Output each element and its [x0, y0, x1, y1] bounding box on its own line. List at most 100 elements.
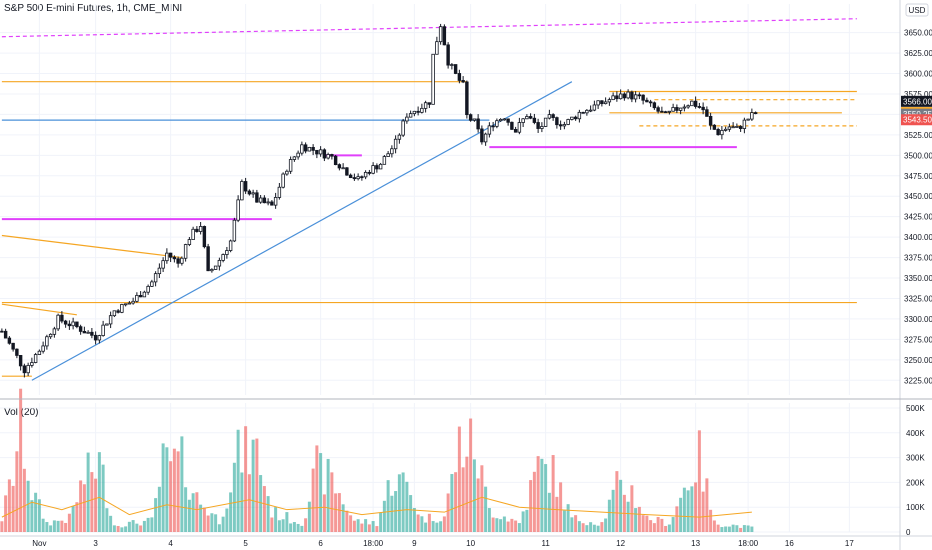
candle-up: [397, 134, 402, 140]
candle-up: [517, 122, 522, 133]
candle-down: [247, 190, 252, 195]
volume-bar: [7, 479, 11, 532]
volume-bar: [431, 521, 435, 532]
volume-bar: [596, 525, 600, 532]
candle-down: [345, 167, 349, 176]
volume-bar: [142, 520, 146, 532]
candle-down: [22, 365, 27, 374]
volume-bar: [187, 499, 191, 532]
candle-up: [525, 116, 529, 120]
volume-bar: [307, 501, 311, 532]
time-tick-label: 12: [616, 539, 625, 548]
price-tick-label: 3625.00: [904, 49, 932, 58]
candle-down: [453, 64, 458, 74]
candle-up: [153, 273, 158, 283]
volume-bar: [214, 514, 218, 532]
candle-up: [618, 93, 623, 100]
volume-bar: [109, 515, 113, 532]
price-tick-label: 3425.00: [904, 213, 932, 222]
volume-bar: [435, 522, 439, 532]
candle-down: [330, 154, 334, 157]
price-tick-label: 3600.00: [904, 70, 932, 79]
volume-bar: [375, 526, 379, 532]
candle-down: [18, 355, 23, 367]
candle-up: [412, 110, 417, 115]
candle-up: [423, 102, 428, 109]
candle-up: [142, 291, 147, 298]
volume-bar: [289, 523, 293, 532]
candle-up: [187, 239, 192, 245]
volume-bar: [585, 525, 589, 532]
volume-bar: [495, 518, 499, 532]
volume-bar: [592, 524, 596, 532]
drawing-orange-line: [1, 303, 77, 316]
volume-bar: [367, 524, 371, 532]
volume-bar: [536, 456, 540, 532]
volume-bar: [461, 467, 465, 532]
candle-down: [202, 226, 207, 248]
volume-bar: [371, 521, 375, 532]
candle-up: [678, 107, 683, 111]
volume-bar: [555, 496, 559, 532]
candle-down: [262, 197, 267, 204]
candle-down: [461, 80, 465, 83]
volume-bar: [221, 516, 225, 532]
volume-bar: [570, 517, 574, 532]
candle-up: [277, 186, 282, 198]
candle-down: [195, 228, 199, 232]
price-tick-label: 3325.00: [904, 294, 932, 303]
volume-bar: [469, 418, 473, 532]
price-badge-label: 3566.00: [903, 97, 932, 106]
candle-up: [45, 336, 49, 347]
volume-bar: [45, 522, 49, 532]
time-tick-label: 6: [318, 539, 323, 548]
candle-down: [663, 111, 668, 114]
volume-bar: [442, 516, 446, 532]
price-tick-label: 3225.00: [904, 376, 932, 385]
volume-bar: [139, 525, 143, 532]
price-badge-label: 3543.50: [903, 116, 932, 125]
volume-bar: [34, 492, 38, 532]
volume-bar: [161, 443, 165, 532]
candle-up: [420, 107, 424, 113]
candle-up: [483, 133, 488, 143]
volume-bar: [532, 471, 536, 532]
candle-up: [157, 267, 162, 275]
candle-down: [555, 117, 559, 126]
candle-up: [41, 345, 45, 352]
volume-bar: [67, 513, 71, 532]
candle-up: [300, 144, 304, 154]
candle-down: [15, 348, 19, 356]
candle-down: [243, 181, 248, 192]
volume-bar: [105, 508, 109, 532]
drawing-magenta-line: [1, 18, 857, 38]
price-badge: [901, 114, 932, 126]
candle-up: [341, 167, 345, 170]
volume-bar: [82, 484, 86, 532]
candle-down: [660, 110, 664, 113]
candle-down: [491, 125, 495, 128]
time-tick-label: 13: [691, 539, 700, 548]
volume-bar: [679, 497, 683, 532]
candle-up: [105, 323, 109, 326]
candle-down: [78, 326, 83, 332]
volume-bar: [544, 464, 548, 532]
candle-up: [37, 350, 42, 355]
candle-down: [506, 118, 510, 123]
candle-up: [161, 260, 165, 269]
volume-bar: [716, 524, 720, 532]
time-tick-label: 5: [243, 539, 248, 548]
time-tick-label: 9: [412, 539, 417, 548]
volume-bar: [709, 509, 713, 532]
candle-up: [221, 254, 225, 261]
volume-bar: [652, 523, 656, 532]
volume-bar: [266, 496, 270, 532]
drawings: [1, 18, 857, 381]
candle-up: [401, 120, 405, 136]
volume-bar: [694, 482, 698, 532]
volume-bar: [277, 520, 281, 532]
candle-up: [52, 328, 57, 335]
candle-up: [742, 119, 747, 129]
volume-bar: [600, 522, 604, 532]
